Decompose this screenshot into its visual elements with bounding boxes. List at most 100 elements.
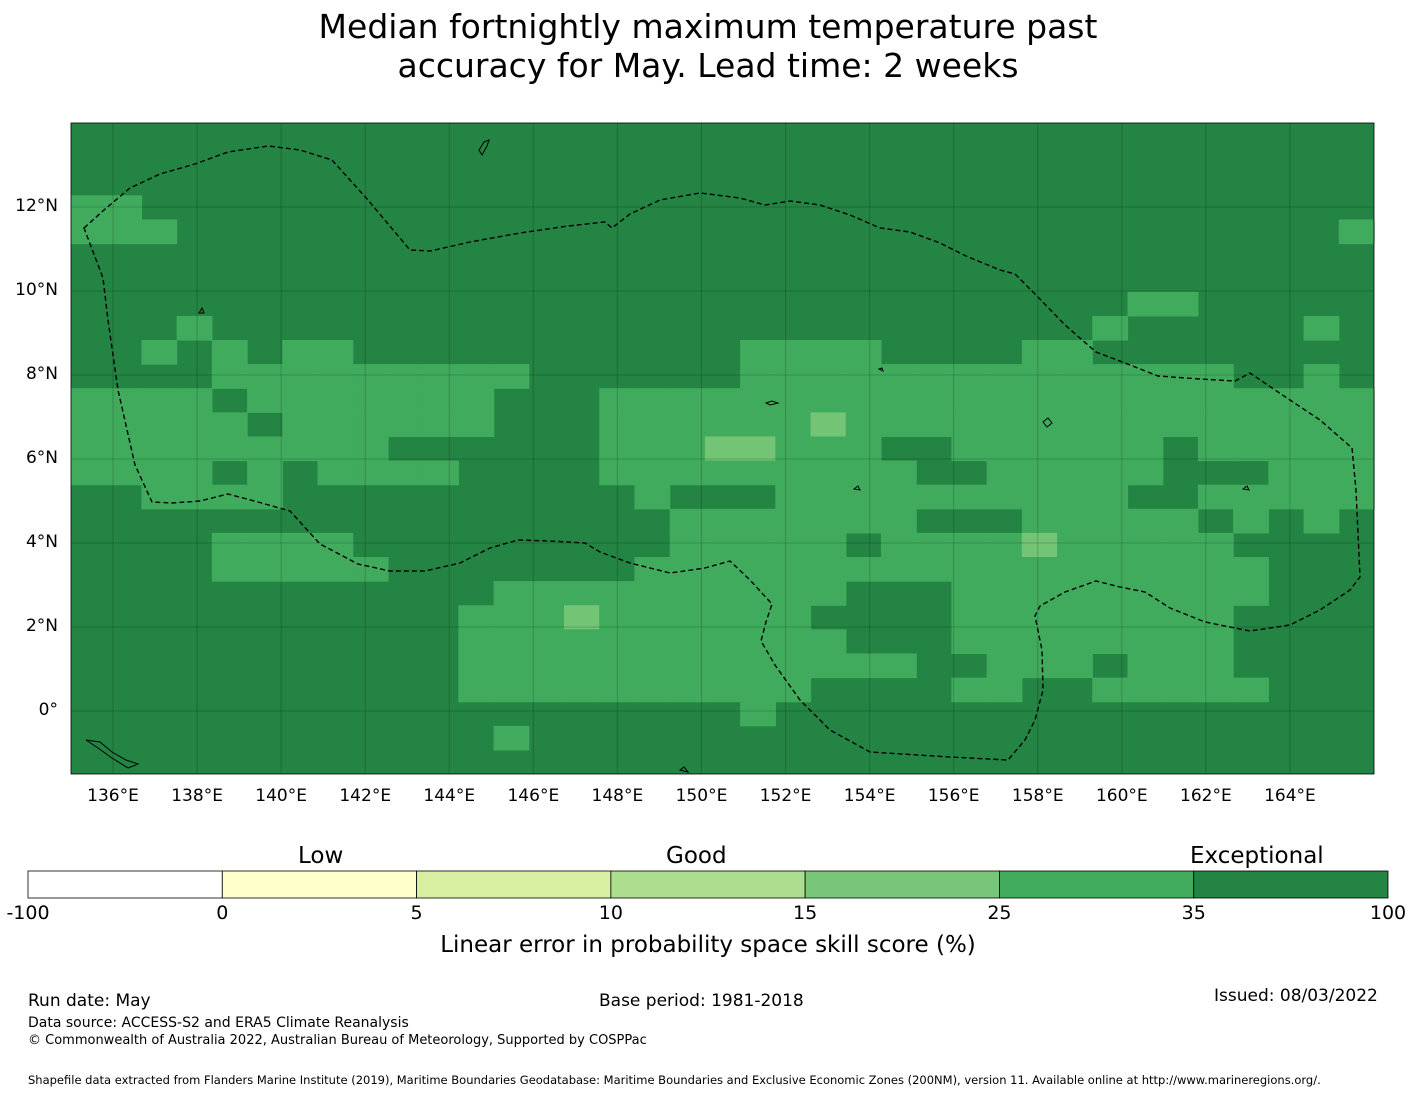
grid-cell [740, 557, 776, 582]
grid-cell [775, 364, 812, 389]
grid-cell [176, 436, 213, 462]
grid-cell [1092, 605, 1129, 630]
grid-cell [951, 557, 988, 582]
grid-cell [1057, 605, 1093, 630]
grid-cell [810, 340, 847, 365]
grid-cell [634, 629, 671, 655]
grid-cell [528, 605, 565, 630]
grid-cell [1268, 460, 1305, 486]
grid-cell [634, 677, 671, 703]
grid-cell [458, 629, 495, 655]
grid-cell [1021, 484, 1058, 510]
grid-cell [1233, 484, 1269, 510]
grid-cell [1127, 581, 1164, 606]
run-date: Run date: May [28, 991, 151, 1011]
grid-cell [1127, 436, 1164, 462]
grid-cell [1197, 677, 1234, 703]
grid-cell [845, 388, 882, 413]
grid-cell [106, 219, 143, 245]
latitude-tick-label: 12°N [15, 196, 58, 216]
grid-cell [951, 364, 988, 389]
grid-cell [775, 629, 812, 655]
grid-cell [1268, 484, 1305, 510]
grid-cell [247, 388, 283, 413]
grid-cell [564, 605, 600, 630]
grid-cell [247, 557, 283, 582]
grid-cell [986, 412, 1023, 438]
grid-cell [1127, 508, 1164, 534]
grid-cell [1057, 581, 1093, 606]
grid-cell [528, 677, 565, 703]
grid-cell [1057, 557, 1093, 582]
grid-cell [634, 581, 671, 606]
grid-cell [1162, 364, 1199, 389]
chart-title-line-2: accuracy for May. Lead time: 2 weeks [397, 46, 1019, 85]
grid-cell [528, 581, 565, 606]
grid-cell [493, 581, 530, 606]
grid-cell [1233, 388, 1269, 413]
map-frame [70, 122, 1375, 775]
grid-cell [599, 653, 636, 679]
grid-cell [916, 557, 953, 582]
grid-cell [141, 484, 178, 510]
grid-cell [704, 629, 741, 655]
grid-cell [1233, 412, 1269, 438]
longitude-tick-label: 144°E [423, 786, 476, 806]
grid-cell [1021, 340, 1058, 365]
grid-cell [211, 532, 248, 558]
longitude-tick-label: 150°E [675, 786, 728, 806]
grid-cell [352, 388, 389, 413]
grid-cell [775, 388, 812, 413]
longitude-tick-label: 138°E [171, 786, 223, 806]
grid-cell [880, 653, 917, 679]
grid-cell [880, 364, 917, 389]
grid-cell [916, 364, 953, 389]
grid-cell [810, 629, 847, 655]
grid-cell [1233, 508, 1269, 534]
latitude-tick-label: 0° [38, 700, 58, 720]
grid-cell [1021, 436, 1058, 462]
longitude-tick-label: 152°E [759, 786, 812, 806]
grid-cell [775, 605, 812, 630]
grid-cell [704, 605, 741, 630]
colorbar-segment [221, 870, 417, 899]
colorbar-exceptional-label: Exceptional [1190, 843, 1324, 869]
longitude-tick-label: 160°E [1095, 786, 1148, 806]
grid-cell [1197, 388, 1234, 413]
grid-cell [740, 412, 776, 438]
grid-cell [493, 653, 530, 679]
grid-cell [986, 364, 1023, 389]
grid-cell [599, 388, 636, 413]
colorbar-tick-label: 0 [216, 902, 229, 924]
grid-cell [387, 460, 424, 486]
grid-cell [1197, 436, 1234, 462]
grid-cell [810, 436, 847, 462]
grid-cell [986, 460, 1023, 486]
grid-cell [282, 340, 319, 365]
grid-cell [669, 412, 706, 438]
grid-cell [1127, 677, 1164, 703]
grid-cell [845, 340, 882, 365]
grid-cell [810, 653, 847, 679]
grid-cell [986, 629, 1023, 655]
grid-cell [352, 412, 389, 438]
grid-cell [599, 412, 636, 438]
grid-cell [106, 460, 143, 486]
grid-cell [775, 532, 812, 558]
skill-grid [71, 195, 1375, 751]
grid-cell [669, 460, 706, 486]
grid-cell [1057, 508, 1093, 534]
grid-cell [247, 364, 283, 389]
grid-cell [1338, 460, 1375, 486]
grid-cell [317, 388, 354, 413]
grid-cell [141, 436, 178, 462]
grid-cell [423, 388, 459, 413]
grid-cell [1127, 557, 1164, 582]
grid-cell [1127, 388, 1164, 413]
grid-cell [810, 460, 847, 486]
grid-cell [1338, 219, 1375, 245]
grid-cell [1092, 484, 1129, 510]
grid-cell [810, 508, 847, 534]
latitude-tick-label: 10°N [15, 280, 58, 300]
grid-cell [810, 532, 847, 558]
